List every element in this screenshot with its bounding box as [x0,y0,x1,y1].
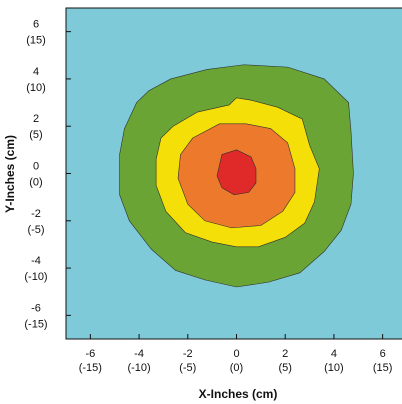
y-tick-sublabel: (-15) [24,318,47,330]
y-tick-sublabel: (-5) [27,224,44,236]
y-axis-ticks: 6 (15) 4 (10) 2 (5) 0 (0) -2 (-5) -4 (-10) -6 (-15) [24,19,71,330]
x-tick-label: 0 [233,348,239,360]
x-tick-label: -6 [85,348,95,360]
x-tick-sublabel: (-15) [79,362,102,374]
y-tick-label: 0 [33,161,39,173]
x-tick-sublabel: (5) [278,362,291,374]
y-tick-sublabel: (5) [29,129,42,141]
y-tick-label: -4 [31,255,41,267]
x-tick-label: -2 [183,348,193,360]
y-tick-sublabel: (0) [29,177,42,189]
y-tick-label: 6 [33,19,39,31]
x-tick-label: -4 [134,348,144,360]
x-tick-sublabel: (0) [230,362,243,374]
y-tick-label: 2 [33,113,39,125]
x-tick-sublabel: (-5) [179,362,196,374]
x-tick-label: 2 [282,348,288,360]
y-tick-sublabel: (15) [26,35,46,47]
contour-level-4 [216,149,257,196]
y-tick-sublabel: (10) [26,82,46,94]
x-tick-sublabel: (10) [324,362,344,374]
y-tick-label: -6 [31,302,41,314]
y-axis-label: Y-Inches (cm) [3,135,17,213]
x-axis-label: X-Inches (cm) [199,387,278,401]
x-tick-label: 4 [331,348,337,360]
x-tick-label: 6 [380,348,386,360]
y-tick-sublabel: (-10) [24,271,47,283]
x-tick-sublabel: (-10) [127,362,150,374]
y-tick-label: -2 [31,208,41,220]
y-tick-label: 4 [33,66,39,78]
contour-layers [119,64,354,288]
x-tick-sublabel: (15) [373,362,393,374]
x-axis-ticks: -6 (-15) -4 (-10) -2 (-5) 0 (0) 2 (5) 4 (10) 6 (15) [79,334,393,374]
